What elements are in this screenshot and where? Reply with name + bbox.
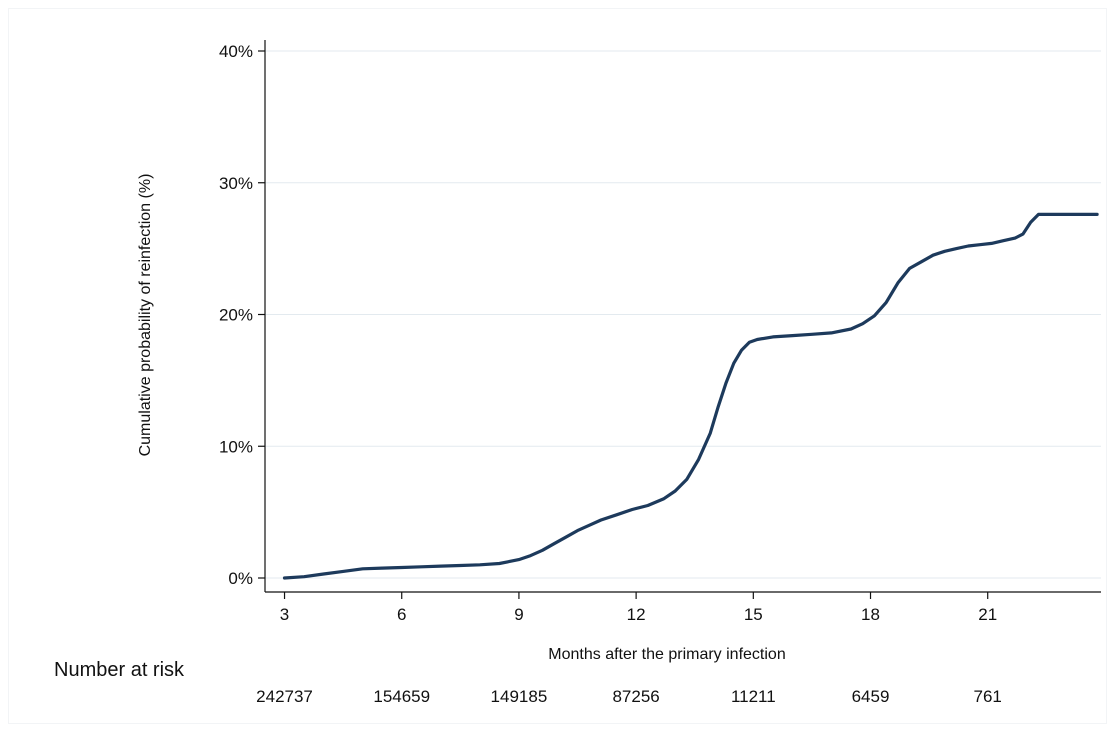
x-tick-label: 21 xyxy=(978,605,997,624)
risk-value: 149185 xyxy=(491,687,548,706)
x-tick-label: 15 xyxy=(744,605,763,624)
x-tick-label: 18 xyxy=(861,605,880,624)
series-layer xyxy=(282,212,1099,580)
x-tick-label: 12 xyxy=(627,605,646,624)
axes xyxy=(264,40,1101,593)
y-tick-label: 0% xyxy=(228,569,253,588)
x-tick-label: 9 xyxy=(514,605,523,624)
gridlines xyxy=(265,50,1101,579)
series-line-0 xyxy=(282,212,1099,580)
risk-value: 154659 xyxy=(373,687,430,706)
x-tick-label: 6 xyxy=(397,605,406,624)
risk-table-values: 242737 154659 149185 87256 11211 6459 761 xyxy=(256,687,1002,706)
risk-value: 761 xyxy=(974,687,1002,706)
risk-value: 87256 xyxy=(612,687,659,706)
x-tick-label: 3 xyxy=(280,605,289,624)
x-axis-title: Months after the primary infection xyxy=(548,646,785,663)
y-axis-title: Cumulative probability of reinfection (%… xyxy=(137,174,154,457)
risk-value: 242737 xyxy=(256,687,313,706)
y-tick-label: 20% xyxy=(219,306,253,325)
y-tick-label: 40% xyxy=(219,42,253,61)
y-ticks: 0% 10% 20% 30% 40% xyxy=(219,42,265,588)
risk-value: 6459 xyxy=(852,687,890,706)
risk-value: 11211 xyxy=(731,687,776,706)
y-tick-label: 30% xyxy=(219,174,253,193)
y-tick-label: 10% xyxy=(219,437,253,456)
x-ticks: 3 6 9 12 15 18 21 xyxy=(280,592,997,624)
risk-table-title: Number at risk xyxy=(54,659,185,681)
